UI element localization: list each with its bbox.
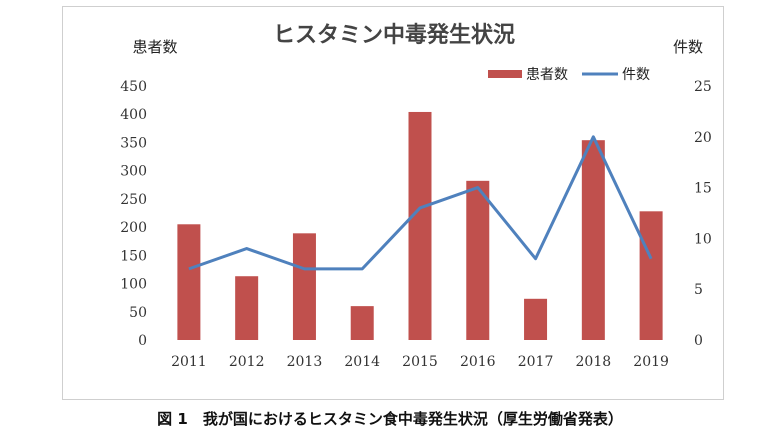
bar [408,111,432,340]
x-tick-label: 2018 [576,354,612,370]
legend-bar-label: 患者数 [526,67,568,83]
x-axis-ticks: 2011 2012 2013 2014 2015 2016 2017 2018 2019 [171,354,669,370]
x-tick-label: 2014 [344,354,380,370]
y-left-tick-label: 0 [138,333,147,349]
x-tick-label: 2013 [287,354,323,370]
figure-caption: 図 1 我が国におけるヒスタミン食中毒発生状況（厚生労働省発表） [157,410,623,428]
chart-frame [62,6,724,400]
y-left-tick-label: 50 [129,305,147,321]
bar [524,298,548,340]
bar [292,233,316,340]
y-right-tick-label: 15 [694,181,712,197]
y-axis-right-label: 件数 [673,38,703,56]
y-left-tick-label: 250 [120,192,147,208]
line-series [188,135,653,271]
bar [350,306,374,340]
y-left-tick-label: 100 [120,277,147,293]
y-axis-left-ticks: 0 50 100 150 200 250 300 350 400 450 [120,79,147,349]
bar [235,276,259,340]
x-tick-label: 2019 [633,354,669,370]
x-tick-label: 2016 [460,354,496,370]
y-right-tick-label: 25 [694,79,712,95]
y-left-tick-label: 300 [120,164,147,180]
y-right-tick-label: 10 [694,231,712,247]
y-left-tick-label: 400 [120,107,147,123]
bar [581,140,605,340]
bar-series [177,111,663,340]
y-axis-left-label: 患者数 [132,38,177,56]
y-left-tick-label: 350 [120,135,147,151]
y-left-tick-label: 450 [120,79,147,95]
legend-bar-swatch [488,70,522,78]
x-tick-label: 2017 [518,354,554,370]
legend: 患者数 件数 [488,67,650,83]
bar [177,224,201,340]
x-tick-label: 2015 [402,354,438,370]
x-tick-label: 2012 [229,354,265,370]
chart-title: ヒスタミン中毒発生状況 [273,22,515,48]
y-right-tick-label: 20 [694,130,712,146]
y-left-tick-label: 200 [120,220,147,236]
line-path [188,135,653,271]
y-left-tick-label: 150 [120,248,147,264]
bar [639,211,663,340]
bar [466,180,490,340]
x-tick-label: 2011 [171,354,207,370]
y-right-tick-label: 0 [694,333,703,349]
y-axis-right-ticks: 0 5 10 15 20 25 [694,79,712,349]
y-right-tick-label: 5 [694,282,703,298]
legend-line-label: 件数 [622,67,650,83]
